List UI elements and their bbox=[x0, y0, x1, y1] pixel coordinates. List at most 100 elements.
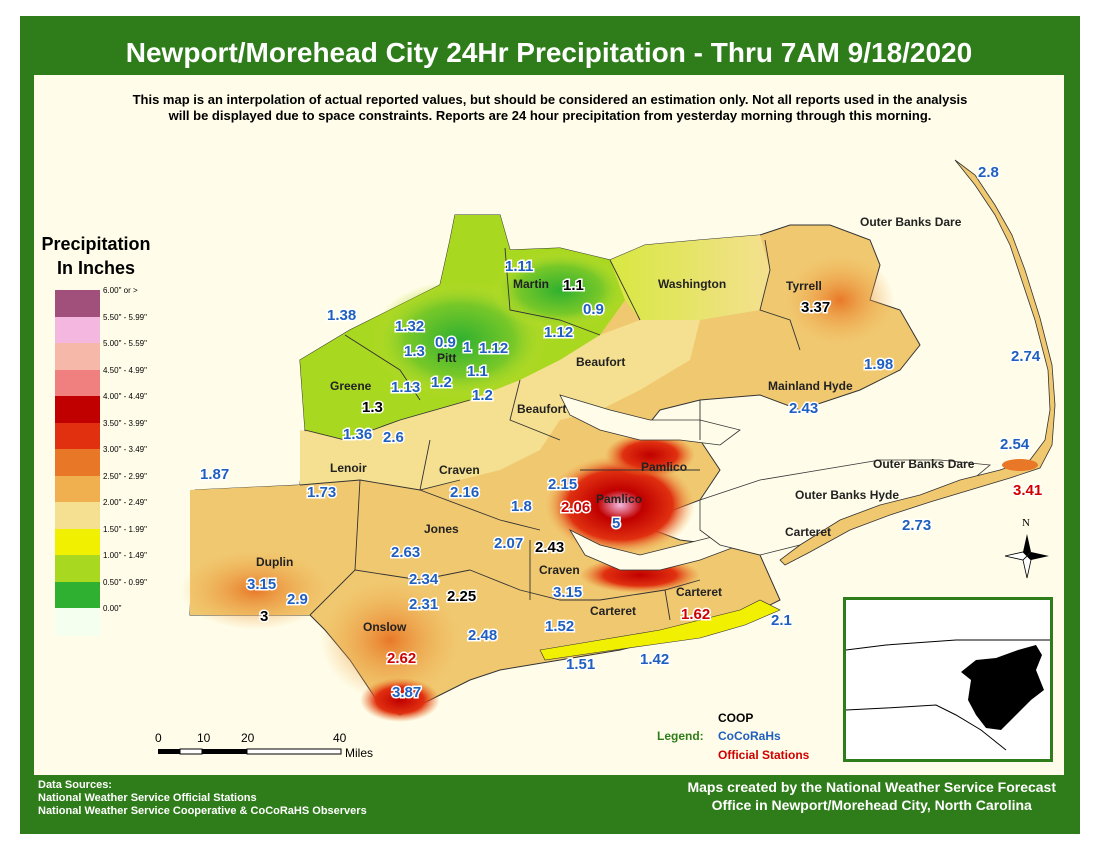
sources-title: Data Sources: bbox=[38, 779, 112, 791]
county-label-lenoir: Lenoir bbox=[330, 461, 367, 475]
legend-swatch bbox=[55, 581, 100, 609]
legend-swatch bbox=[55, 502, 100, 530]
legend-label: Legend: bbox=[657, 729, 704, 743]
county-label-greene: Greene bbox=[330, 379, 372, 393]
report-value: 3.87 bbox=[392, 684, 421, 701]
county-label-obx-hyde: Outer Banks Hyde bbox=[795, 488, 899, 502]
county-label-pamlico: Pamlico bbox=[641, 460, 687, 474]
compass-north-label: N bbox=[1022, 517, 1030, 529]
report-value: 0.9 bbox=[583, 301, 604, 318]
orange-duplin bbox=[180, 550, 330, 630]
red-pamlico-sound-edge bbox=[605, 433, 695, 477]
legend-swatch bbox=[55, 343, 100, 371]
legend-swatch bbox=[55, 449, 100, 477]
credit-line-2: Office in Newport/Morehead City, North C… bbox=[711, 797, 1032, 813]
legend-bin-label: 2.00" - 2.49" bbox=[103, 498, 147, 507]
report-value: 1.32 bbox=[395, 318, 424, 335]
county-label-mainland-hyde: Mainland Hyde bbox=[768, 379, 853, 393]
report-value: 1.1 bbox=[563, 277, 584, 294]
legend-swatch bbox=[55, 608, 100, 636]
legend-bin-label: 1.50" - 1.99" bbox=[103, 524, 147, 534]
legend-title-line-1: Precipitation bbox=[41, 234, 151, 254]
report-value: 2.62 bbox=[387, 650, 416, 667]
scale-label-0: 0 bbox=[155, 731, 162, 745]
report-value: 1.62 bbox=[681, 606, 710, 623]
report-value: 1.12 bbox=[544, 324, 573, 341]
county-label-carteret-3: Carteret bbox=[590, 604, 636, 618]
county-label-pamlico-2: Pamlico bbox=[596, 492, 642, 506]
report-value: 1.3 bbox=[362, 399, 383, 416]
county-label-beaufort: Beaufort bbox=[576, 355, 625, 369]
county-label-carteret-2: Carteret bbox=[676, 585, 722, 599]
legend-bin-label: 4.50" - 4.99" bbox=[103, 365, 147, 375]
scale-label-20: 20 bbox=[241, 731, 255, 745]
scale-bar bbox=[158, 748, 342, 755]
footer: Data Sources: National Weather Service O… bbox=[34, 775, 1064, 820]
report-value: 1.8 bbox=[511, 498, 532, 515]
outer-banks bbox=[779, 159, 1056, 566]
inset-locator-map bbox=[843, 597, 1053, 762]
green-core-north bbox=[490, 250, 630, 330]
scale-label-10: 10 bbox=[197, 731, 211, 745]
report-value: 1.11 bbox=[505, 258, 533, 275]
report-value: 2.1 bbox=[771, 612, 792, 629]
county-label-martin: Martin bbox=[513, 277, 549, 291]
county-label-obx-dare-north: Outer Banks Dare bbox=[860, 215, 962, 229]
legend-swatch bbox=[55, 555, 100, 583]
report-value: 1.98 bbox=[864, 356, 893, 373]
report-value: 2.25 bbox=[447, 588, 476, 605]
county-labels: Martin Washington Tyrrell Outer Banks Da… bbox=[256, 215, 975, 634]
report-value: 1.73 bbox=[307, 484, 336, 501]
precip-reports: 2.8 1.11 1.1 0.9 1.38 1.32 1.12 3.37 0.9… bbox=[199, 163, 1044, 703]
legend-coop: COOP bbox=[718, 711, 754, 725]
legend-official: Official Stations bbox=[718, 748, 810, 762]
legend-bin-label: 0.00" bbox=[103, 604, 122, 613]
report-value: 1.3 bbox=[404, 343, 425, 360]
legend-bin-label: 6.00" or > bbox=[103, 286, 138, 295]
county-label-duplin: Duplin bbox=[256, 555, 293, 569]
county-label-washington: Washington bbox=[658, 277, 726, 291]
report-value: 2.48 bbox=[468, 627, 497, 644]
credit-line-1: Maps created by the National Weather Ser… bbox=[687, 779, 1056, 795]
report-value: 2.43 bbox=[535, 539, 564, 556]
legend-bin-label: 3.00" - 3.49" bbox=[103, 445, 147, 454]
legend-bin-label: 2.50" - 2.99" bbox=[103, 471, 147, 481]
report-value: 1.51 bbox=[566, 656, 595, 673]
legend-bin-label: 5.00" - 5.59" bbox=[103, 339, 147, 348]
report-value: 1.12 bbox=[479, 340, 508, 357]
legend-swatch bbox=[55, 475, 100, 503]
report-value: 2.63 bbox=[391, 544, 420, 561]
report-value: 3.37 bbox=[801, 299, 830, 316]
report-value: 3 bbox=[260, 608, 268, 625]
report-value: 2.74 bbox=[1011, 348, 1041, 365]
report-value: 3.15 bbox=[553, 584, 582, 601]
legend-bin-label: 3.50" - 3.99" bbox=[103, 418, 147, 428]
yellow-zone bbox=[300, 320, 700, 490]
county-label-beaufort-2: Beaufort bbox=[517, 402, 566, 416]
source-line-1: National Weather Service Official Statio… bbox=[38, 792, 257, 804]
report-value: 1.13 bbox=[391, 379, 420, 396]
county-label-tyrrell: Tyrrell bbox=[786, 279, 822, 293]
legend-title: Precipitation In Inches bbox=[40, 232, 152, 280]
report-value: 1.52 bbox=[545, 618, 574, 635]
report-value: 2.06 bbox=[561, 499, 590, 516]
report-value: 1.87 bbox=[200, 466, 229, 483]
legend-bin-label: 0.50" - 0.99" bbox=[103, 577, 147, 587]
report-value: 2.43 bbox=[789, 400, 818, 417]
report-value: 1.38 bbox=[327, 307, 356, 324]
scale-label-40: 40 bbox=[333, 731, 347, 745]
report-value: 1.2 bbox=[431, 374, 452, 391]
report-value: 1.1 bbox=[467, 363, 488, 380]
scale-unit: Miles bbox=[345, 746, 374, 760]
county-label-carteret: Carteret bbox=[785, 525, 831, 539]
county-label-jones: Jones bbox=[424, 522, 459, 536]
report-value: 0.9 bbox=[435, 334, 456, 351]
county-label-onslow: Onslow bbox=[363, 620, 407, 634]
legend-swatch bbox=[55, 316, 100, 344]
report-value: 1 bbox=[463, 339, 471, 356]
report-value: 1.36 bbox=[343, 426, 372, 443]
nc-outline-icon bbox=[846, 639, 1050, 751]
red-onslow bbox=[360, 678, 440, 722]
source-line-2: National Weather Service Cooperative & C… bbox=[38, 805, 367, 817]
disclaimer-line-2: will be displayed due to space constrain… bbox=[168, 108, 932, 123]
